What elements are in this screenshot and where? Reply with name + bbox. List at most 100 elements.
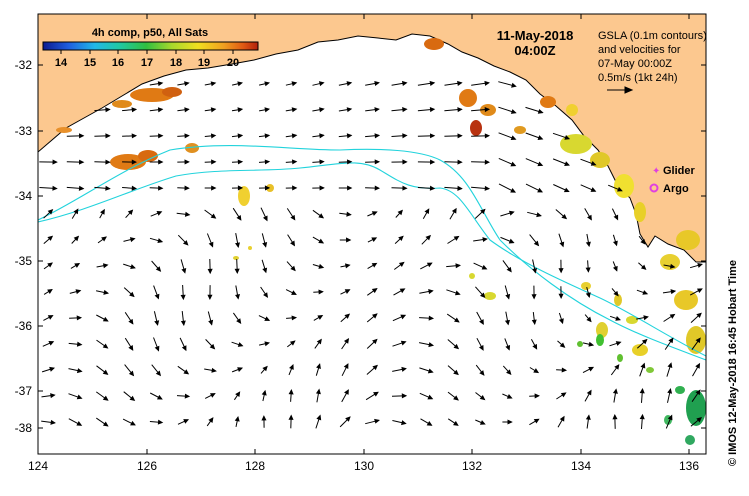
colorbar-gradient [42, 41, 259, 51]
velocity-arrow-head [585, 414, 591, 420]
velocity-arrow-head [50, 393, 56, 399]
velocity-arrow-head [480, 208, 486, 215]
velocity-arrow-head [131, 185, 138, 191]
velocity-arrow-head [511, 82, 517, 88]
velocity-arrow-head [184, 393, 191, 399]
x-tick-label: 132 [462, 459, 482, 473]
colorbar-tick-label: 14 [55, 57, 68, 69]
velocity-arrow-head [237, 342, 244, 347]
velocity-arrow-head [531, 294, 537, 300]
colorbar-tick-label: 18 [170, 57, 182, 69]
velocity-arrow-head [262, 242, 268, 248]
velocity-arrow-head [78, 159, 85, 165]
velocity-arrow-head [399, 288, 406, 294]
velocity-arrow-head [424, 208, 430, 215]
velocity-arrow-head [291, 290, 297, 295]
colorbar-tick-label: 16 [112, 57, 124, 69]
velocity-arrow-head [613, 290, 619, 297]
velocity-arrow-head [558, 293, 564, 299]
velocity-arrow-head [374, 81, 380, 86]
velocity-arrow-head [47, 235, 54, 241]
gsla-legend-line: 07-May 00:00Z [598, 58, 672, 70]
velocity-arrow-head [184, 81, 190, 87]
velocity-arrow-head [129, 395, 136, 402]
velocity-arrow-head [290, 265, 296, 272]
x-tick-label: 124 [28, 459, 48, 473]
velocity-arrow-head [128, 318, 134, 325]
velocity-arrow-head [76, 341, 83, 347]
velocity-arrow-head [510, 109, 517, 114]
velocity-arrow-head [531, 319, 537, 326]
velocity-arrow-head [563, 187, 570, 193]
velocity-arrow-head [158, 185, 164, 191]
velocity-arrow-head [401, 80, 408, 86]
velocity-arrow-head [237, 185, 244, 191]
velocity-arrow-head [457, 133, 463, 139]
velocity-arrow-head [640, 239, 646, 245]
velocity-arrow-head [234, 268, 240, 275]
scale-arrow-icon [607, 86, 634, 94]
velocity-arrow-head [532, 343, 538, 350]
velocity-arrow-head [102, 395, 109, 401]
velocity-arrow-head [454, 290, 461, 296]
velocity-arrow-head [639, 387, 645, 394]
velocity-arrow-head [47, 288, 53, 294]
velocity-arrow-head [156, 211, 163, 216]
velocity-arrow-head [426, 262, 433, 268]
velocity-arrow-head [129, 237, 136, 243]
velocity-arrow-head [235, 293, 241, 300]
velocity-arrow-head [346, 107, 353, 113]
velocity-arrow-head [48, 340, 55, 346]
velocity-arrow-head [588, 341, 595, 347]
velocity-arrow-head [289, 340, 296, 346]
velocity-arrow-head [510, 187, 517, 193]
velocity-arrow-head [484, 133, 491, 139]
velocity-arrow-head [453, 235, 460, 241]
velocity-arrow-head [696, 288, 703, 294]
velocity-arrow-head [264, 107, 271, 113]
velocity-arrow-head [237, 107, 244, 113]
velocity-arrow-head [76, 421, 83, 426]
velocity-arrow-head [237, 133, 244, 139]
velocity-arrow-head [208, 241, 214, 248]
velocity-arrow-head [184, 107, 190, 113]
velocity-arrow-head [371, 237, 378, 243]
velocity-arrow-head [484, 185, 491, 191]
velocity-arrow-head [506, 393, 513, 399]
velocity-arrow-head [453, 420, 459, 426]
velocity-arrow-head [372, 313, 378, 319]
velocity-arrow-head [371, 211, 378, 216]
colorbar-tick-label: 17 [141, 57, 153, 69]
velocity-arrow-head [128, 370, 135, 377]
velocity-arrow-head [316, 414, 322, 421]
velocity-arrow-head [105, 159, 111, 165]
velocity-arrow-head [319, 133, 325, 139]
velocity-arrow-head [207, 294, 213, 301]
velocity-arrow-head [402, 133, 408, 139]
velocity-arrow-head [208, 319, 214, 326]
velocity-arrow-head [478, 344, 484, 351]
velocity-arrow-head [429, 133, 436, 139]
velocity-arrow-head [612, 265, 618, 272]
velocity-arrow-head [559, 415, 565, 422]
velocity-arrow-head [317, 315, 324, 320]
argo-legend: Argo [649, 183, 689, 195]
velocity-arrow-head [211, 367, 217, 373]
glider-label: Glider [663, 165, 696, 177]
velocity-arrow-head [210, 107, 217, 113]
velocity-arrow-head [155, 370, 162, 377]
velocity-arrow-head [290, 214, 296, 221]
velocity-arrow-head [292, 185, 298, 191]
velocity-arrow-head [537, 161, 544, 167]
velocity-arrow-head [453, 369, 459, 376]
velocity-arrow-head [374, 418, 380, 424]
velocity-arrow-head [155, 266, 162, 272]
velocity-arrow-head [372, 364, 378, 371]
velocity-arrow-head [49, 366, 55, 372]
velocity-arrow-head [288, 414, 294, 420]
velocity-arrow-head [640, 362, 646, 369]
velocity-arrow-head [154, 293, 160, 300]
velocity-arrow-head [402, 107, 408, 113]
velocity-arrow-head [425, 234, 432, 241]
velocity-arrow-head [453, 395, 459, 401]
